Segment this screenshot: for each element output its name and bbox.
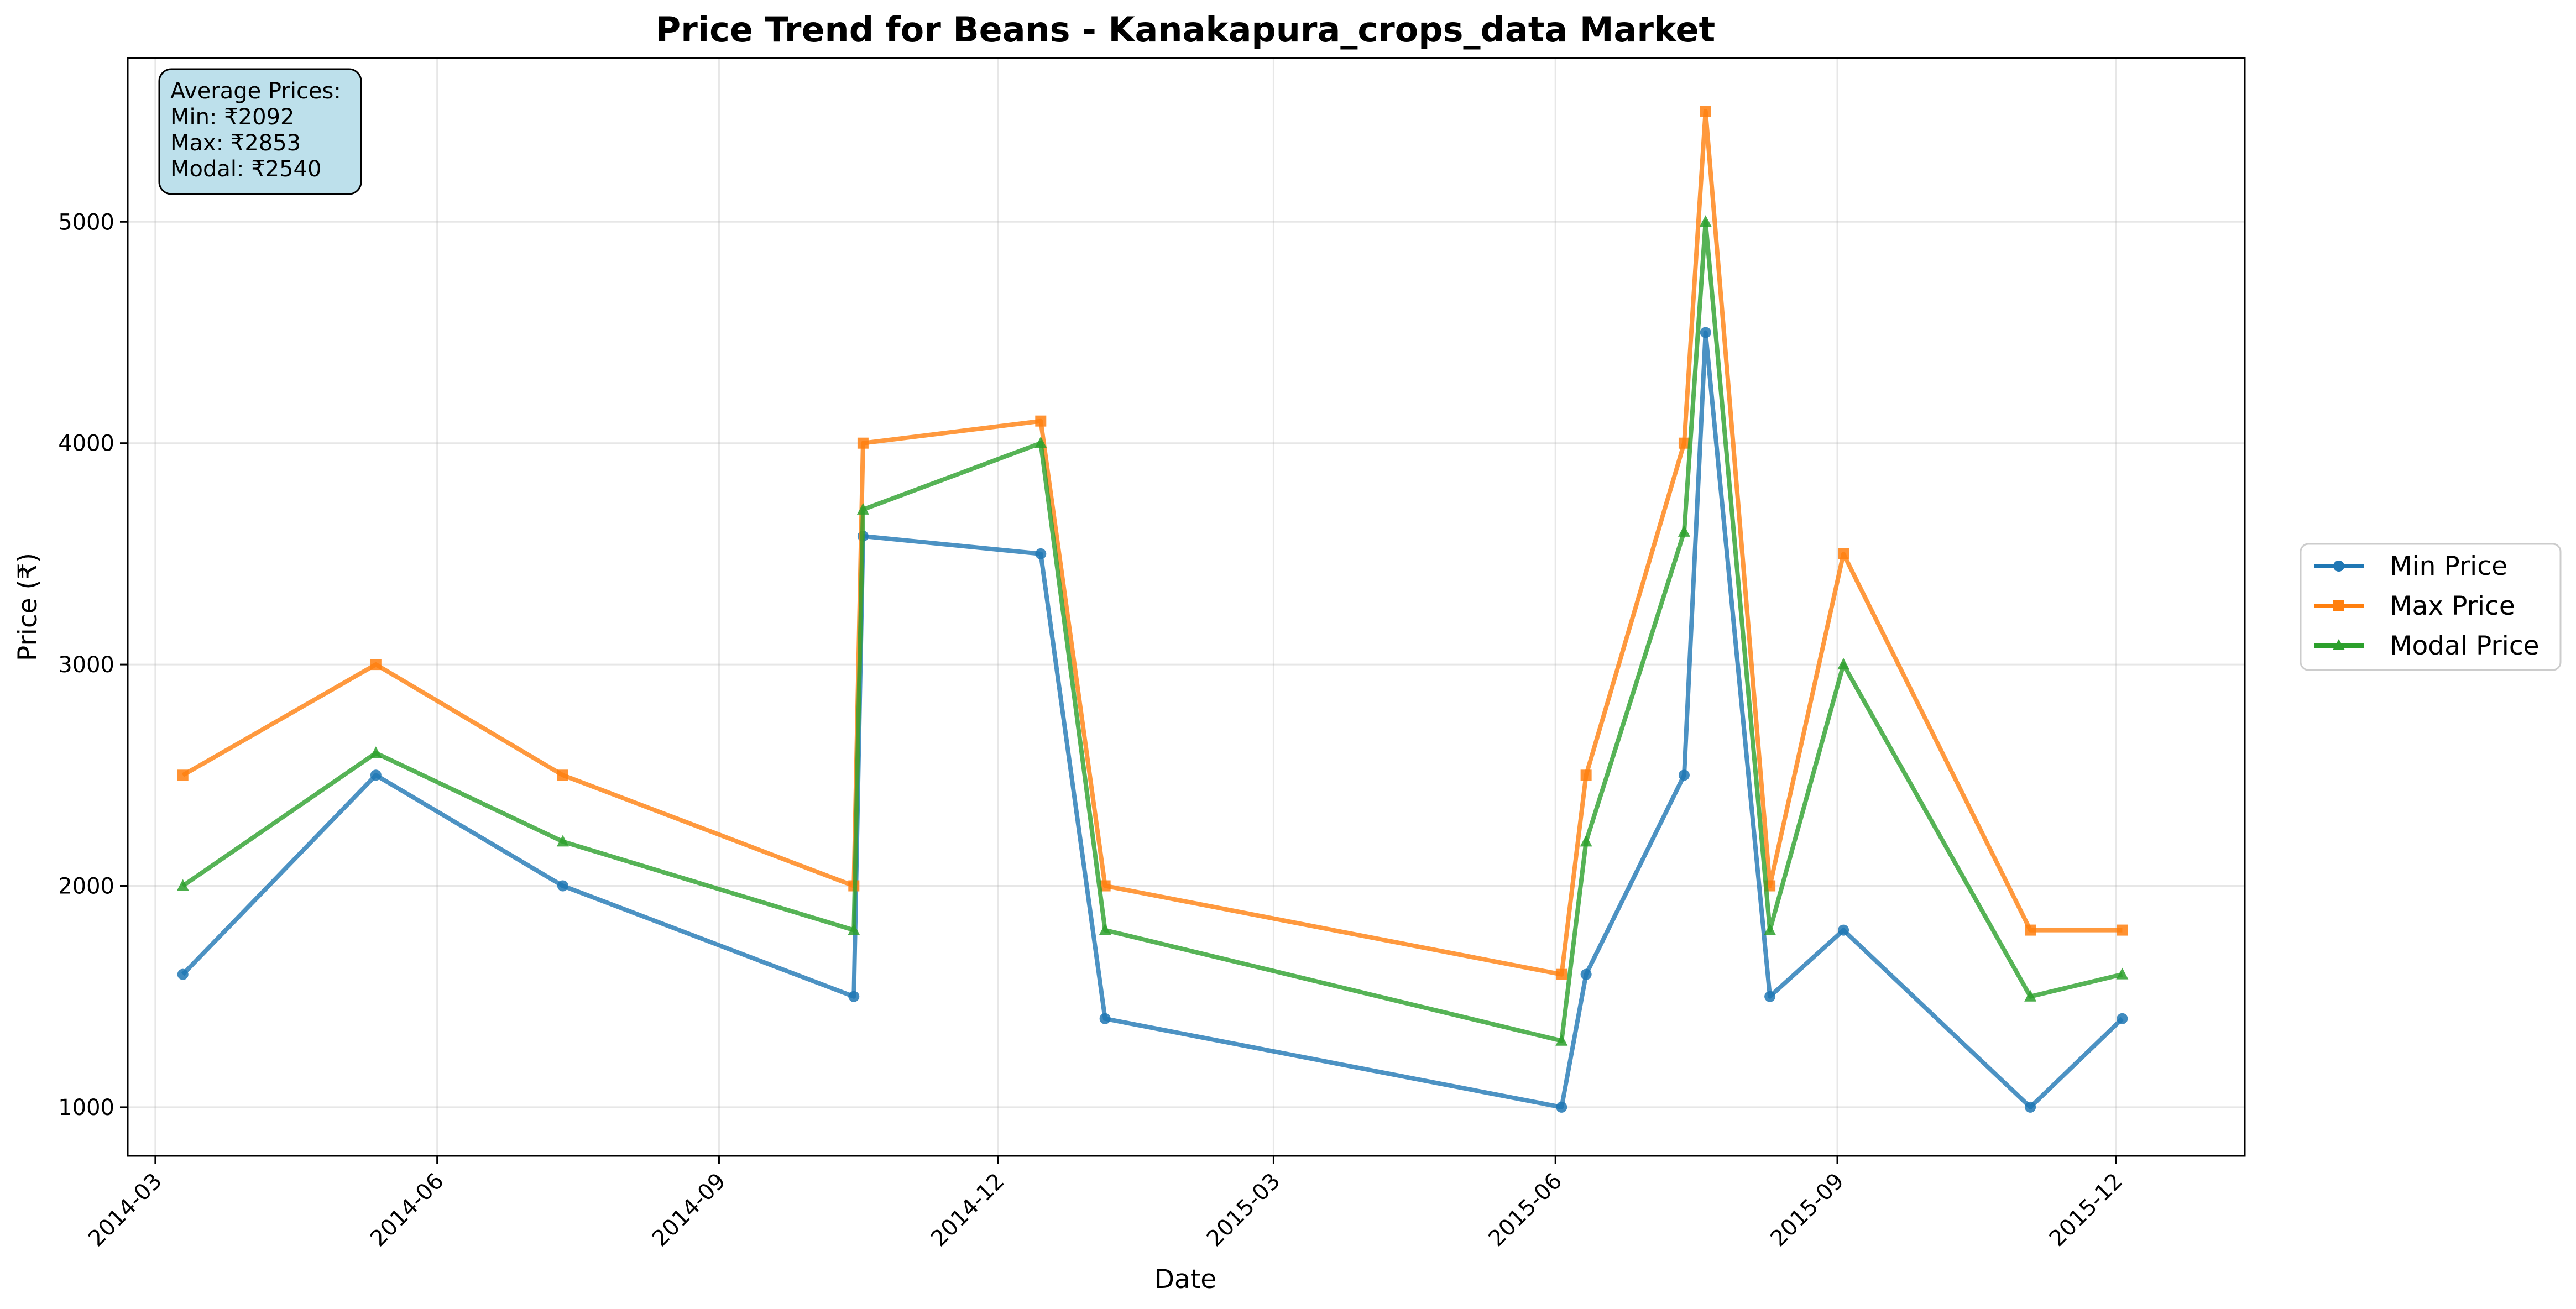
y-tick-label: 3000 — [58, 652, 114, 678]
stats-annotation-box — [158, 68, 362, 195]
data-point-min-price — [1838, 924, 1849, 936]
data-point-min-price — [1678, 769, 1690, 781]
data-point-max-price — [1556, 968, 1567, 980]
data-point-modal-price — [1580, 835, 1592, 847]
data-point-min-price — [1764, 991, 1776, 1002]
legend-marker-max-price — [2333, 600, 2344, 611]
data-point-max-price — [1580, 769, 1592, 781]
data-point-max-price — [2117, 924, 2128, 936]
data-point-min-price — [1700, 327, 1711, 338]
data-point-modal-price — [1555, 1034, 1568, 1046]
data-point-max-price — [2025, 924, 2036, 936]
data-point-modal-price — [1764, 923, 1776, 935]
data-point-min-price — [1099, 1013, 1111, 1024]
data-point-modal-price — [1034, 436, 1047, 448]
series-max-price — [177, 106, 2128, 980]
data-point-modal-price — [556, 835, 569, 847]
series-modal-price — [176, 215, 2129, 1046]
legend-item-modal-price: Modal Price — [2314, 631, 2540, 661]
legend-label-max-price: Max Price — [2390, 591, 2515, 621]
data-point-modal-price — [2024, 989, 2037, 1002]
plot-frame — [127, 57, 2246, 1157]
data-point-max-price — [557, 769, 568, 781]
legend-label-min-price: Min Price — [2390, 551, 2507, 582]
data-point-modal-price — [1099, 923, 1111, 935]
data-point-modal-price — [369, 746, 382, 758]
data-point-modal-price — [848, 923, 860, 935]
data-point-min-price — [177, 968, 189, 980]
data-point-min-price — [1580, 968, 1592, 980]
data-point-max-price — [1838, 548, 1849, 559]
y-tick-label: 5000 — [58, 210, 114, 235]
series-lines — [176, 106, 2129, 1113]
data-point-min-price — [1035, 548, 1047, 559]
stats-annotation: Average Prices: Min: ₹2092 Max: ₹2853 Mo… — [158, 68, 362, 195]
x-axis-label: Date — [1154, 1264, 1216, 1295]
data-point-modal-price — [1699, 215, 1712, 227]
y-tick-label: 4000 — [58, 431, 114, 457]
legend-item-min-price: Min Price — [2314, 551, 2507, 582]
data-point-min-price — [2025, 1101, 2036, 1113]
legend-box — [2300, 543, 2562, 671]
legend-item-max-price: Max Price — [2314, 591, 2515, 621]
data-point-modal-price — [176, 879, 189, 891]
data-point-max-price — [370, 659, 382, 671]
data-point-modal-price — [856, 502, 869, 515]
y-tick-label: 1000 — [58, 1095, 114, 1120]
data-point-min-price — [848, 991, 860, 1002]
legend: Min Price Max Price Modal Price — [2300, 543, 2562, 671]
legend-marker-min-price — [2333, 561, 2344, 572]
stats-annotation-heading: Average Prices: — [170, 78, 341, 104]
stats-annotation-max: Max: ₹2853 — [170, 130, 301, 156]
grid — [128, 58, 2245, 1156]
y-axis-label: Price (₹) — [13, 553, 43, 661]
data-point-max-price — [1035, 415, 1047, 427]
data-point-max-price — [1700, 106, 1711, 117]
data-point-modal-price — [1837, 658, 1850, 670]
legend-label-modal-price: Modal Price — [2390, 631, 2540, 661]
data-point-min-price — [2117, 1013, 2128, 1024]
data-point-max-price — [177, 769, 189, 781]
data-point-max-price — [1678, 437, 1690, 449]
legend-marker-modal-price — [2333, 639, 2345, 650]
data-point-min-price — [557, 880, 568, 892]
data-point-min-price — [1556, 1101, 1567, 1113]
y-tick-label: 2000 — [58, 874, 114, 899]
series-min-price — [177, 327, 2128, 1113]
data-point-min-price — [370, 769, 382, 781]
data-point-modal-price — [1678, 525, 1690, 537]
chart-title: Price Trend for Beans - Kanakapura_crops… — [656, 9, 1715, 50]
stats-annotation-modal: Modal: ₹2540 — [170, 156, 321, 182]
data-point-modal-price — [2116, 967, 2129, 980]
stats-annotation-min: Min: ₹2092 — [170, 104, 294, 130]
data-point-max-price — [1099, 880, 1111, 892]
data-point-max-price — [857, 437, 869, 449]
